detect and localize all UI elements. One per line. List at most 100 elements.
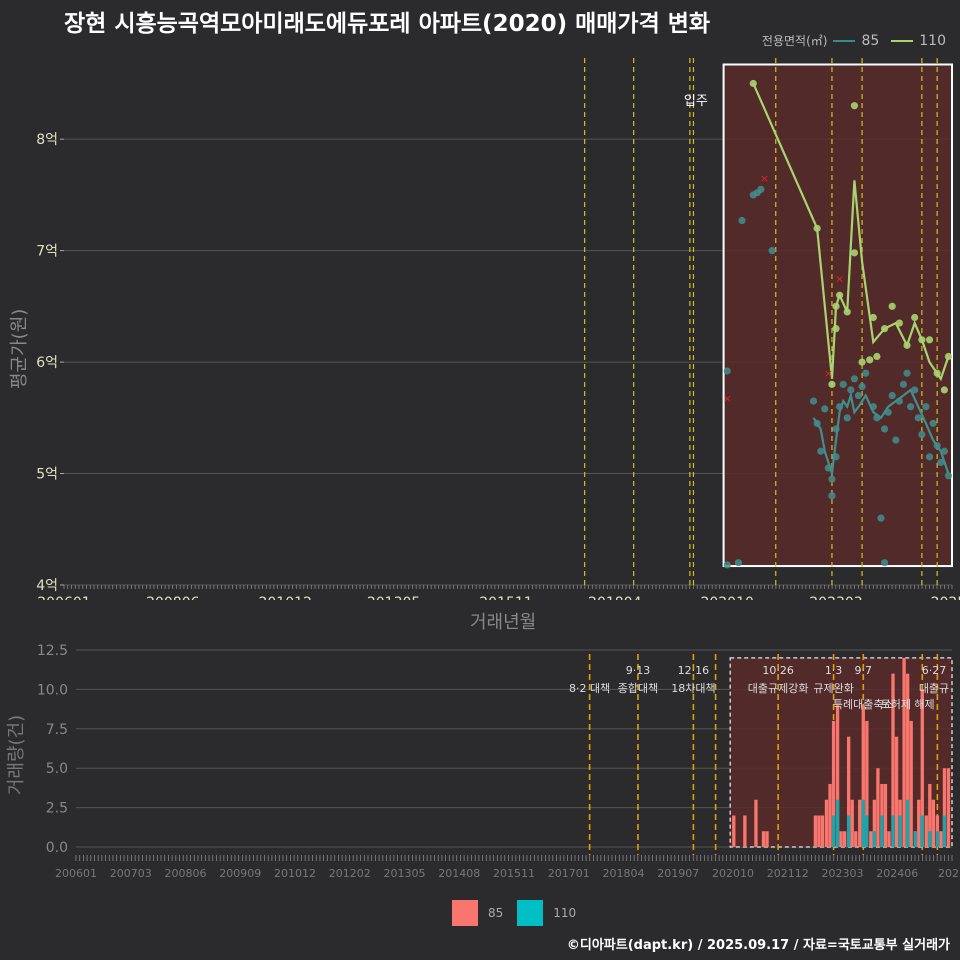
legend-volume: 85 110: [452, 900, 590, 926]
policy-text-label: 특례대출축소: [833, 698, 894, 711]
point-85: [929, 419, 937, 427]
y-axis-label-price: 평균가(원): [9, 308, 30, 389]
bar-85: [743, 815, 747, 847]
x-axis-label: 거래년월: [470, 612, 537, 633]
legend-area: 전용면적(㎡) 85 110: [762, 32, 952, 49]
x-tick-label: 202112: [767, 867, 809, 880]
legend-swatch-110: [517, 900, 544, 926]
legend-title: 전용면적(㎡): [761, 34, 828, 48]
bar-85: [861, 705, 865, 847]
bar-110: [928, 831, 932, 847]
bar-85: [865, 720, 869, 847]
y-tick-label: 7억: [36, 244, 58, 260]
point-110: [925, 336, 934, 344]
policy-text-label: 8·2 대책: [569, 682, 610, 695]
legend-line-85: [833, 39, 856, 42]
point-85: [858, 383, 866, 391]
bar-85: [942, 768, 947, 847]
bar-85: [828, 783, 832, 847]
y-tick-label: 8억: [36, 132, 58, 148]
x-tick-label: 200703: [110, 867, 152, 880]
point-85: [903, 369, 911, 377]
move-in-annotation: 입주: [684, 94, 708, 109]
x-tick-label: 201305: [384, 867, 426, 880]
x-tick-label: 201012: [274, 867, 316, 880]
volume-chart: 0.0 2.5 5.0 7.5 10.0 12.5 200601 200703 200806 20…: [37, 643, 960, 880]
bar-110: [831, 815, 836, 847]
highlight-region: [722, 63, 953, 568]
bar-110: [880, 815, 884, 847]
legend-swatch-85: [452, 900, 478, 926]
y-tick-label: 0.0: [46, 840, 68, 856]
bar-110: [846, 815, 851, 847]
policy-date-label: 9·7: [855, 664, 873, 677]
point-85: [922, 403, 930, 411]
bar-110: [935, 831, 940, 847]
policy-date-label: 12·16: [678, 664, 710, 677]
source-footer: ©디아파트(dapt.kr) / 2025.09.17 / 자료=국토교통부 실…: [566, 938, 950, 953]
legend-volume-label-110: 110: [553, 906, 577, 920]
point-85: [843, 414, 851, 422]
bar-85: [902, 657, 906, 847]
point-85: [817, 447, 825, 455]
x-tick-label: 201701: [548, 867, 590, 880]
bar-85: [887, 831, 891, 847]
x-tick-label: 201202: [329, 867, 371, 880]
bar-85: [754, 799, 758, 847]
point-110: [828, 380, 836, 388]
policy-text-label: 토허제 해제: [881, 697, 935, 711]
point-85: [821, 405, 829, 413]
point-85: [888, 391, 896, 400]
bar-85: [839, 831, 843, 847]
bar-85: [817, 815, 821, 847]
x-tick-label: 2025: [931, 595, 960, 600]
series-line-110: [752, 82, 950, 382]
bar-110: [905, 799, 910, 847]
bar-85: [905, 673, 910, 847]
point-85: [911, 386, 919, 394]
point-85: [944, 472, 953, 480]
bar-85: [928, 783, 932, 847]
x-tick-label: 202010: [712, 867, 754, 880]
bar-110: [861, 799, 865, 847]
bar-85: [765, 831, 769, 847]
bar-85: [909, 720, 913, 847]
bar-85: [894, 736, 899, 847]
point-85: [734, 559, 743, 567]
point-85: [839, 380, 847, 388]
x-tick-label: 202406: [876, 867, 918, 880]
bar-85: [917, 799, 921, 847]
x-tick-label: 200806: [165, 867, 207, 880]
bar-85: [835, 705, 840, 847]
point-110: [888, 302, 896, 310]
bar-85: [872, 799, 877, 847]
cancel-mark: ×: [835, 272, 844, 285]
bar-85: [883, 783, 888, 847]
bar-110: [865, 815, 869, 847]
point-85: [880, 559, 889, 567]
y-axis-label-volume: 거래량(건): [6, 714, 27, 796]
point-110: [858, 358, 866, 366]
x-tick-label: 201907: [657, 867, 699, 880]
policy-text-label: 종합대책: [618, 682, 658, 695]
bar-85: [761, 831, 766, 847]
bar-85: [946, 768, 951, 847]
point-85: [880, 425, 889, 433]
bar-85: [935, 815, 940, 847]
chart-title: 장현 시흥능곡역모아미래도에듀포레 아파트(2020) 매매가격 변화: [64, 11, 711, 37]
y-tick-label: 12.5: [37, 643, 68, 659]
policy-text-label: 대출규: [919, 682, 949, 695]
point-110: [873, 352, 881, 361]
series-line-85: [812, 388, 950, 474]
point-85: [925, 453, 934, 461]
cancel-mark: ×: [723, 392, 732, 405]
bar-85: [732, 815, 736, 847]
legend-line-110: [891, 39, 914, 42]
bar-110: [872, 831, 877, 847]
point-85: [914, 414, 922, 422]
legend-label-85: 85: [861, 32, 880, 49]
point-85: [854, 391, 863, 400]
point-110: [869, 313, 877, 322]
x-tick-label: 201804: [603, 867, 645, 880]
point-85: [828, 492, 836, 500]
